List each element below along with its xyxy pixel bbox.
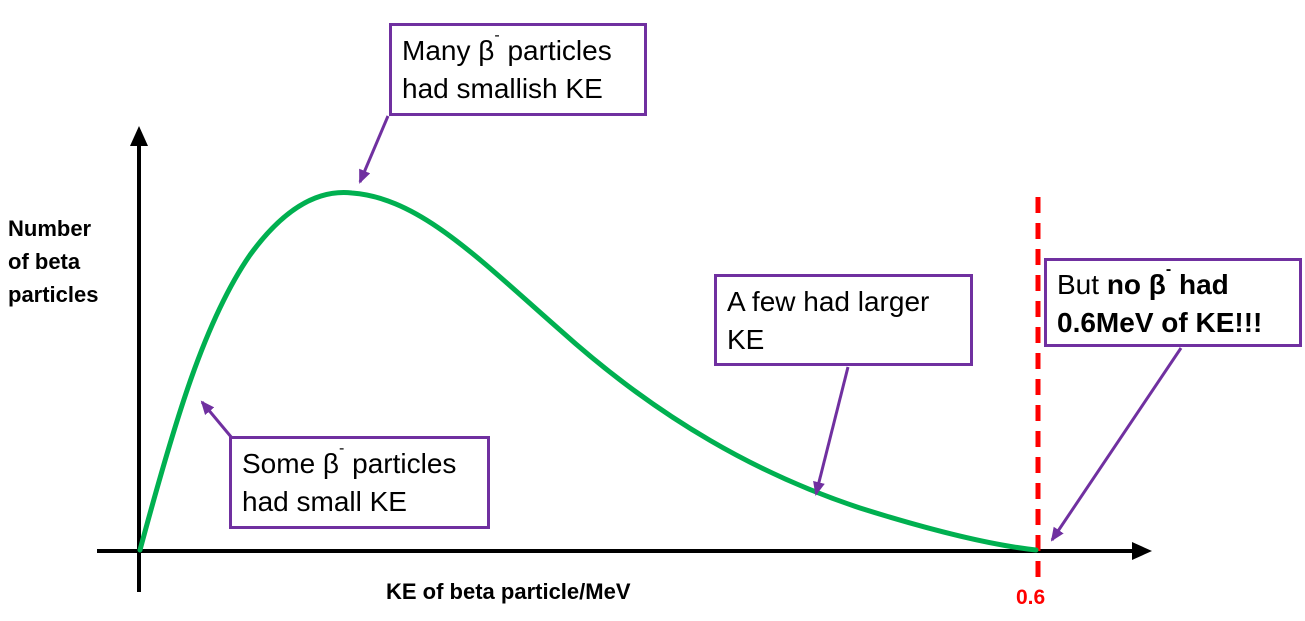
annotation-few-larger: A few had larger KE: [714, 274, 973, 366]
y-axis-label-line-3: particles: [8, 282, 99, 307]
annotation-none-line-1: But no β- had: [1057, 261, 1229, 301]
y-axis-label: Number of beta particles: [8, 212, 99, 311]
annotation-some-line-2: had small KE: [242, 486, 407, 517]
arrow-many: [358, 115, 390, 184]
annotation-few-line-2: KE: [727, 324, 765, 355]
arrow-some: [200, 400, 234, 439]
annotation-some-small: Some β- particles had small KE: [229, 436, 490, 529]
spectrum-curve: [137, 190, 1039, 553]
y-axis-arrowhead: [130, 126, 148, 146]
cutoff-tick-label: 0.6: [1016, 586, 1046, 609]
annotation-few-line-1: A few had larger: [727, 286, 930, 317]
annotation-many-line-1: Many β- particles: [402, 27, 612, 67]
annotation-none-line-2: 0.6MeV of KE!!!: [1057, 307, 1263, 338]
arrow-few: [813, 366, 850, 496]
y-axis-label-line-1: Number: [8, 216, 92, 241]
annotation-many-line-2: had smallish KE: [402, 73, 603, 104]
x-axis-label: KE of beta particle/MeV: [386, 579, 631, 604]
annotation-many-smallish: Many β- particles had smallish KE: [389, 23, 647, 116]
arrow-none: [1050, 347, 1183, 542]
y-axis-label-line-2: of beta: [8, 249, 81, 274]
annotation-some-line-1: Some β- particles: [242, 440, 457, 480]
annotation-no-max-energy: But no β- had 0.6MeV of KE!!!: [1044, 258, 1302, 347]
x-axis-arrowhead: [1132, 542, 1152, 560]
